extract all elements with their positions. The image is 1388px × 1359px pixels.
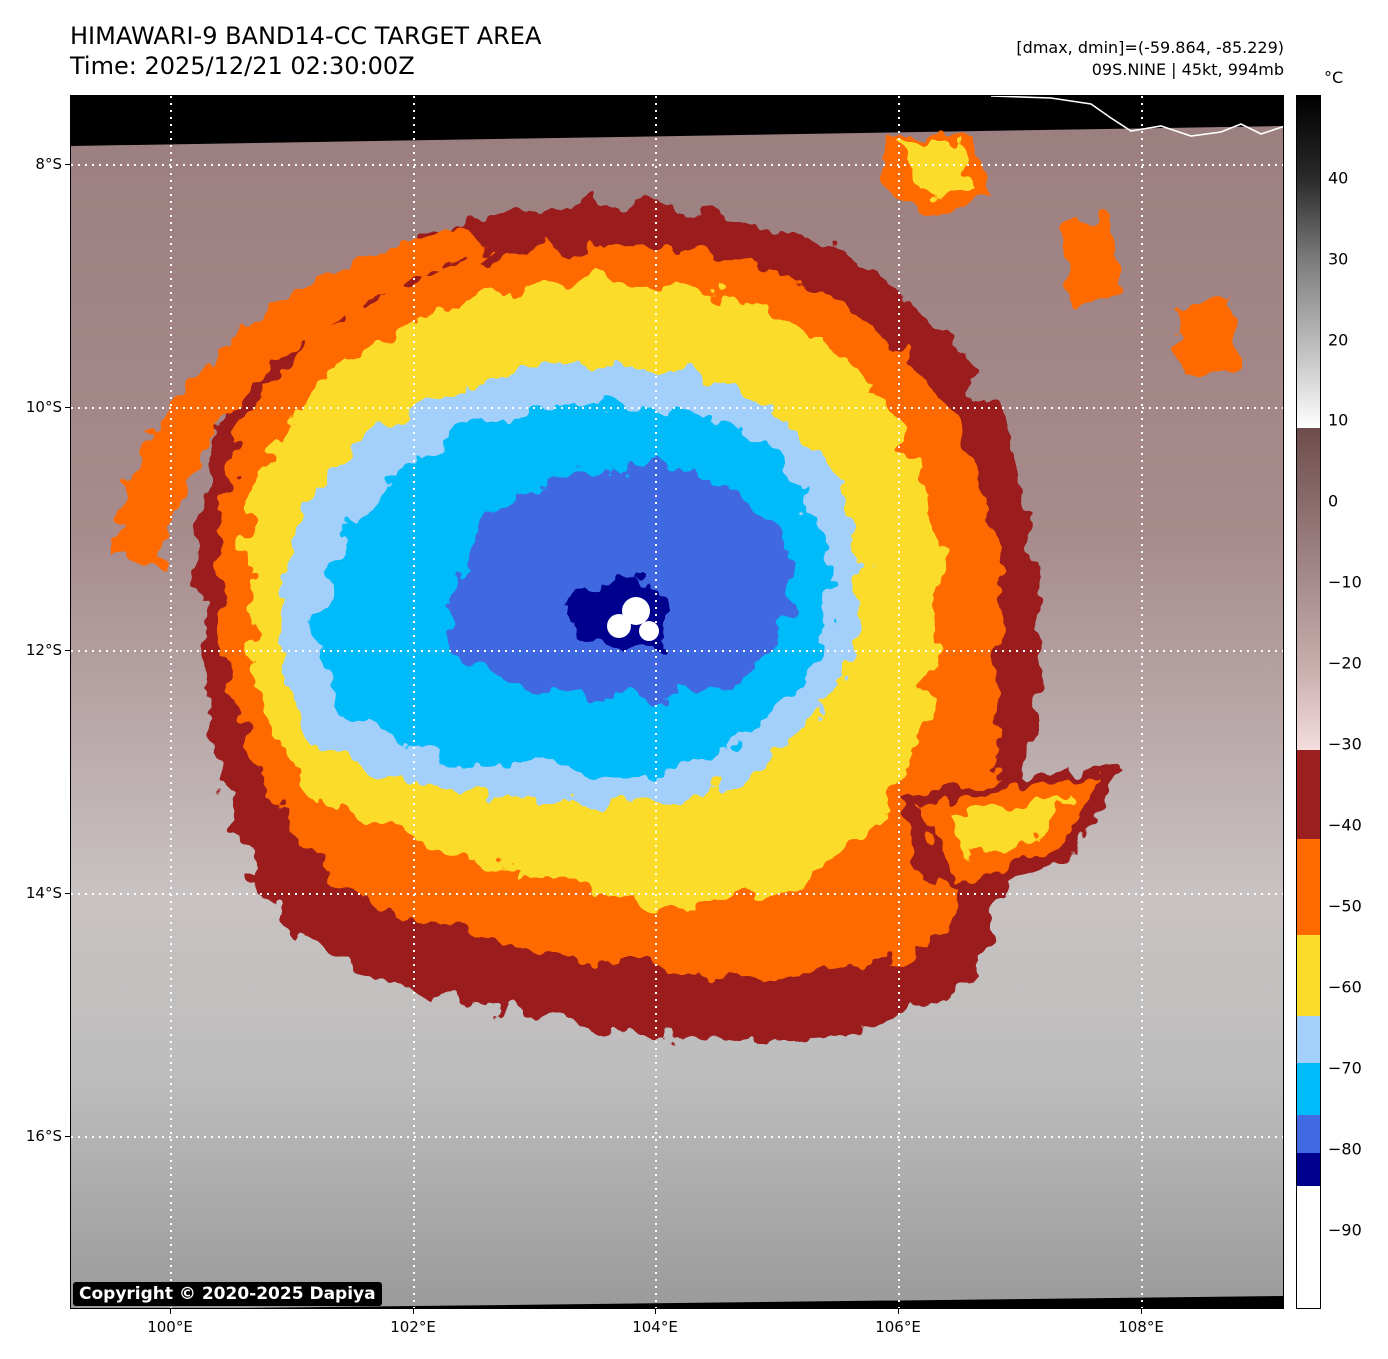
colorbar-label: −60: [1328, 977, 1362, 997]
lat-label: 10°S: [25, 398, 62, 416]
satellite-map: Copyright © 2020-2025 Dapiya: [70, 95, 1284, 1309]
chart-time: Time: 2025/12/21 02:30:00Z: [70, 52, 415, 80]
colorbar-unit: °C: [1324, 68, 1344, 87]
colorbar-label: −30: [1328, 734, 1362, 754]
lon-label: 102°E: [390, 1318, 436, 1336]
lat-label: 8°S: [35, 155, 62, 173]
lon-label: 106°E: [875, 1318, 921, 1336]
colorbar-label: −80: [1328, 1139, 1362, 1159]
colorbar-label: 10: [1328, 410, 1349, 430]
satellite-image: [71, 96, 1283, 1308]
data-range-label: [dmax, dmin]=(-59.864, -85.229): [1016, 38, 1284, 57]
lon-label: 104°E: [632, 1318, 678, 1336]
colorbar-label: −90: [1328, 1220, 1362, 1240]
colorbar-label: 20: [1328, 330, 1349, 350]
colorbar-label: 30: [1328, 249, 1349, 269]
copyright-label: Copyright © 2020-2025 Dapiya: [73, 1282, 382, 1306]
lat-label: 16°S: [25, 1127, 62, 1145]
lon-label: 100°E: [147, 1318, 193, 1336]
coastline: [990, 96, 1283, 137]
colorbar-label: −10: [1328, 572, 1362, 592]
lon-label: 108°E: [1118, 1318, 1164, 1336]
colorbar-label: 0: [1328, 491, 1339, 511]
storm-outer-bands: [111, 136, 1241, 896]
lat-label: 14°S: [25, 884, 62, 902]
colorbar-label: −20: [1328, 653, 1362, 673]
colorbar: [1296, 95, 1321, 1309]
storm-cloud-layers: [199, 205, 1040, 1042]
colorbar-label: −50: [1328, 896, 1362, 916]
colorbar-label: −70: [1328, 1058, 1362, 1078]
chart-title: HIMAWARI-9 BAND14-CC TARGET AREA: [70, 22, 542, 50]
colorbar-label: 40: [1328, 168, 1349, 188]
storm-info-label: 09S.NINE | 45kt, 994mb: [1091, 60, 1284, 79]
warm-spots: [607, 597, 659, 641]
lat-label: 12°S: [25, 641, 62, 659]
colorbar-label: −40: [1328, 815, 1362, 835]
